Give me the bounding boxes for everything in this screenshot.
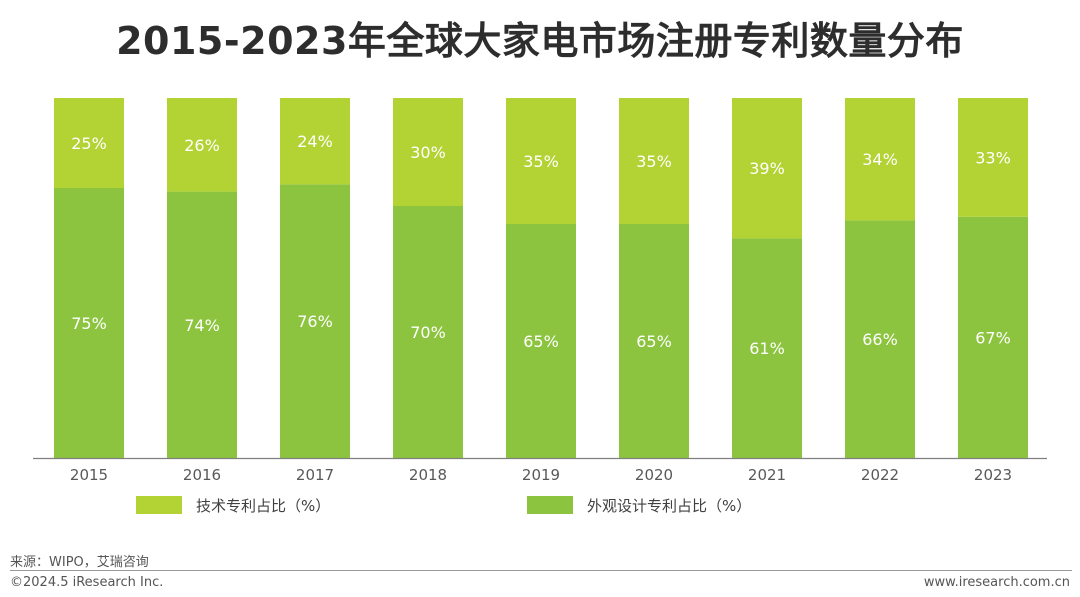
legend-swatch-design — [527, 496, 573, 514]
bars-group: 75% 25% 74% 26% 76% 24% 70% 30% 65% 35% 65% 35% 61% 3… — [54, 98, 1028, 458]
data-label-design-2015: 75% — [71, 314, 107, 333]
data-label-design-2018: 70% — [410, 323, 446, 342]
data-label-design-2019: 65% — [523, 332, 559, 351]
bar-tech-2017 — [280, 98, 350, 185]
data-label-design-2022: 66% — [862, 330, 898, 349]
bar-tech-2019 — [506, 98, 576, 224]
website-link[interactable]: www.iresearch.com.cn — [923, 575, 1070, 590]
bar-design-2020 — [619, 224, 689, 458]
data-label-tech-2016: 26% — [184, 136, 220, 155]
bar-tech-2023 — [958, 98, 1028, 217]
x-tick-label-2015: 2015 — [70, 466, 108, 484]
legend: 技术专利占比（%） 外观设计专利占比（%） — [136, 496, 751, 515]
bar-design-2018 — [393, 206, 463, 458]
data-label-design-2017: 76% — [297, 312, 333, 331]
bar-design-2016 — [167, 191, 237, 458]
x-tick-label-2017: 2017 — [296, 466, 334, 484]
data-label-tech-2015: 25% — [71, 134, 107, 153]
bar-tech-2020 — [619, 98, 689, 224]
footer-divider — [10, 570, 1072, 571]
copyright-text: ©2024.5 iResearch Inc. — [10, 575, 164, 590]
x-tick-label-2019: 2019 — [522, 466, 560, 484]
data-label-design-2023: 67% — [975, 328, 1011, 347]
x-tick-label-2022: 2022 — [861, 466, 899, 484]
data-label-design-2020: 65% — [636, 332, 672, 351]
data-label-tech-2023: 33% — [975, 148, 1011, 167]
data-label-tech-2022: 34% — [862, 150, 898, 169]
bar-tech-2016 — [167, 98, 237, 192]
x-tick-label-2020: 2020 — [635, 466, 673, 484]
data-label-tech-2021: 39% — [749, 159, 785, 178]
legend-label-tech: 技术专利占比（%） — [196, 497, 330, 515]
x-tick-label-2016: 2016 — [183, 466, 221, 484]
bar-tech-2015 — [54, 98, 124, 188]
bar-tech-2022 — [845, 98, 915, 221]
x-tick-labels: 2015 2016 2017 2018 2019 2020 2021 2022 2023 — [70, 466, 1012, 484]
bar-design-2021 — [732, 238, 802, 458]
bar-tech-2021 — [732, 98, 802, 239]
bar-tech-2018 — [393, 98, 463, 206]
chart-title: 2015-2023年全球大家电市场注册专利数量分布 — [116, 19, 964, 63]
data-label-tech-2020: 35% — [636, 152, 672, 171]
x-tick-label-2021: 2021 — [748, 466, 786, 484]
data-label-design-2016: 74% — [184, 316, 220, 335]
legend-label-design: 外观设计专利占比（%） — [587, 497, 751, 515]
stacked-bar-chart: 75% 25% 74% 26% 76% 24% 70% 30% 65% 35% 65% 35% 61% 3… — [33, 98, 1047, 515]
data-label-tech-2017: 24% — [297, 132, 333, 151]
data-label-tech-2018: 30% — [410, 143, 446, 162]
x-tick-label-2018: 2018 — [409, 466, 447, 484]
source-note: 来源：WIPO，艾瑞咨询 — [10, 555, 149, 570]
bar-design-2019 — [506, 224, 576, 458]
data-label-design-2021: 61% — [749, 339, 785, 358]
bar-design-2015 — [54, 188, 124, 458]
bar-design-2022 — [845, 220, 915, 458]
data-label-tech-2019: 35% — [523, 152, 559, 171]
bar-design-2017 — [280, 184, 350, 458]
legend-swatch-tech — [136, 496, 182, 514]
x-tick-label-2023: 2023 — [974, 466, 1012, 484]
bar-design-2023 — [958, 216, 1028, 458]
